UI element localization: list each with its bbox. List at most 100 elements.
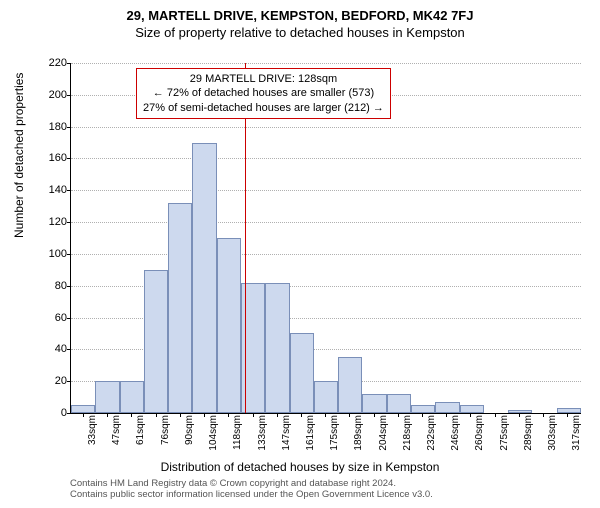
xtick-mark bbox=[301, 413, 302, 417]
ytick-label: 40 bbox=[17, 343, 67, 355]
xtick-label: 90sqm bbox=[184, 415, 195, 445]
xtick-label: 76sqm bbox=[160, 415, 171, 445]
x-axis-label: Distribution of detached houses by size … bbox=[0, 460, 600, 474]
ytick-mark bbox=[67, 413, 71, 414]
histogram-bar bbox=[314, 381, 338, 413]
histogram-bar bbox=[435, 402, 459, 413]
xtick-mark bbox=[228, 413, 229, 417]
xtick-label: 175sqm bbox=[329, 415, 340, 451]
footer-attribution: Contains HM Land Registry data © Crown c… bbox=[70, 478, 433, 501]
ytick-mark bbox=[67, 349, 71, 350]
chart-area: 02040608010012014016018020022033sqm47sqm… bbox=[70, 63, 580, 413]
gridline bbox=[71, 254, 581, 255]
ytick-label: 160 bbox=[17, 152, 67, 164]
histogram-bar bbox=[217, 238, 241, 413]
histogram-bar bbox=[411, 405, 435, 413]
xtick-mark bbox=[519, 413, 520, 417]
xtick-mark bbox=[156, 413, 157, 417]
gridline bbox=[71, 158, 581, 159]
gridline bbox=[71, 190, 581, 191]
histogram-bar bbox=[120, 381, 144, 413]
xtick-mark bbox=[398, 413, 399, 417]
ytick-mark bbox=[67, 381, 71, 382]
xtick-label: 147sqm bbox=[281, 415, 292, 451]
xtick-label: 232sqm bbox=[426, 415, 437, 451]
ytick-mark bbox=[67, 286, 71, 287]
histogram-bar bbox=[192, 143, 216, 413]
ytick-label: 180 bbox=[17, 121, 67, 133]
xtick-mark bbox=[349, 413, 350, 417]
xtick-label: 275sqm bbox=[499, 415, 510, 451]
plot-region: 02040608010012014016018020022033sqm47sqm… bbox=[70, 63, 581, 414]
xtick-label: 118sqm bbox=[232, 415, 243, 450]
ytick-mark bbox=[67, 190, 71, 191]
xtick-mark bbox=[446, 413, 447, 417]
ytick-label: 220 bbox=[17, 57, 67, 69]
xtick-mark bbox=[495, 413, 496, 417]
xtick-mark bbox=[83, 413, 84, 417]
xtick-label: 204sqm bbox=[378, 415, 389, 451]
xtick-label: 260sqm bbox=[474, 415, 485, 451]
xtick-label: 133sqm bbox=[257, 415, 268, 451]
histogram-bar bbox=[338, 357, 362, 413]
footer-line1: Contains HM Land Registry data © Crown c… bbox=[70, 478, 433, 489]
ytick-label: 80 bbox=[17, 280, 67, 292]
xtick-label: 289sqm bbox=[523, 415, 534, 451]
histogram-bar bbox=[387, 394, 411, 413]
xtick-mark bbox=[422, 413, 423, 417]
xtick-label: 47sqm bbox=[111, 415, 122, 445]
histogram-bar bbox=[362, 394, 386, 413]
xtick-mark bbox=[374, 413, 375, 417]
histogram-bar bbox=[95, 381, 119, 413]
histogram-bar bbox=[290, 333, 314, 413]
ytick-mark bbox=[67, 254, 71, 255]
annotation-line: 27% of semi-detached houses are larger (… bbox=[143, 101, 384, 115]
ytick-mark bbox=[67, 222, 71, 223]
chart-title-sub: Size of property relative to detached ho… bbox=[0, 25, 600, 40]
ytick-mark bbox=[67, 158, 71, 159]
ytick-label: 60 bbox=[17, 312, 67, 324]
xtick-mark bbox=[543, 413, 544, 417]
ytick-mark bbox=[67, 127, 71, 128]
xtick-mark bbox=[131, 413, 132, 417]
footer-line2: Contains public sector information licen… bbox=[70, 489, 433, 500]
ytick-label: 200 bbox=[17, 89, 67, 101]
annotation-line: ← 72% of detached houses are smaller (57… bbox=[143, 86, 384, 100]
xtick-mark bbox=[325, 413, 326, 417]
ytick-mark bbox=[67, 63, 71, 64]
annotation-line: 29 MARTELL DRIVE: 128sqm bbox=[143, 72, 384, 86]
xtick-mark bbox=[180, 413, 181, 417]
gridline bbox=[71, 127, 581, 128]
histogram-bar bbox=[460, 405, 484, 413]
xtick-mark bbox=[567, 413, 568, 417]
ytick-label: 140 bbox=[17, 184, 67, 196]
xtick-label: 303sqm bbox=[547, 415, 558, 451]
xtick-mark bbox=[253, 413, 254, 417]
histogram-bar bbox=[168, 203, 192, 413]
xtick-mark bbox=[470, 413, 471, 417]
xtick-mark bbox=[107, 413, 108, 417]
xtick-mark bbox=[277, 413, 278, 417]
annotation-box: 29 MARTELL DRIVE: 128sqm← 72% of detache… bbox=[136, 68, 391, 119]
ytick-label: 0 bbox=[17, 407, 67, 419]
histogram-bar bbox=[508, 410, 532, 413]
xtick-mark bbox=[204, 413, 205, 417]
xtick-label: 218sqm bbox=[402, 415, 413, 451]
ytick-mark bbox=[67, 318, 71, 319]
xtick-label: 189sqm bbox=[353, 415, 364, 451]
xtick-label: 33sqm bbox=[87, 415, 98, 445]
histogram-bar bbox=[265, 283, 289, 413]
xtick-label: 317sqm bbox=[571, 415, 582, 451]
gridline bbox=[71, 222, 581, 223]
ytick-label: 20 bbox=[17, 375, 67, 387]
ytick-mark bbox=[67, 95, 71, 96]
chart-title-main: 29, MARTELL DRIVE, KEMPSTON, BEDFORD, MK… bbox=[0, 8, 600, 23]
xtick-label: 61sqm bbox=[135, 415, 146, 445]
gridline bbox=[71, 63, 581, 64]
xtick-label: 104sqm bbox=[208, 415, 219, 451]
ytick-label: 100 bbox=[17, 248, 67, 260]
ytick-label: 120 bbox=[17, 216, 67, 228]
histogram-bar bbox=[557, 408, 581, 413]
histogram-bar bbox=[144, 270, 168, 413]
xtick-label: 246sqm bbox=[450, 415, 461, 451]
